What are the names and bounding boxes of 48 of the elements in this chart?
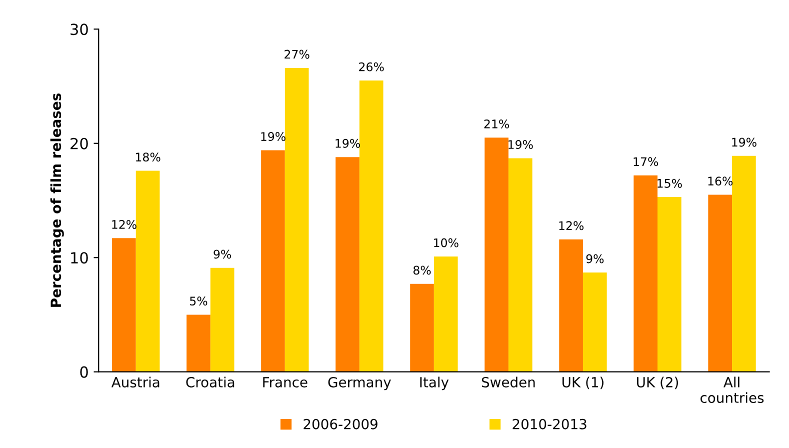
bar: [732, 156, 756, 372]
bar: [359, 80, 384, 372]
bar: [336, 157, 360, 372]
x-tick-label: Austria: [111, 376, 160, 388]
x-tick-label: Italy: [420, 376, 449, 390]
bar: [559, 239, 583, 372]
x-tick-label: France: [263, 377, 308, 388]
data-label: 15%: [658, 178, 682, 188]
bar: [434, 256, 458, 372]
y-axis-title: Percentage of film releases: [50, 94, 64, 307]
x-tick-label: Croatia: [186, 376, 234, 388]
bar: [261, 150, 285, 372]
data-label: 27%: [284, 50, 310, 59]
bar: [186, 314, 210, 372]
x-tick-label: UK (2): [637, 376, 678, 390]
data-label: 9%: [214, 250, 232, 259]
bar: [508, 158, 532, 372]
bar: [136, 170, 160, 372]
data-label: 10%: [434, 238, 458, 248]
bar: [410, 284, 434, 372]
bar: [210, 268, 234, 372]
bar: [708, 194, 732, 372]
legend-label: 2006-2009: [304, 418, 378, 430]
bar: [634, 175, 658, 372]
data-label: 19%: [508, 140, 533, 149]
data-label: 21%: [484, 119, 510, 128]
legend-label: 2010-2013: [512, 418, 586, 430]
x-tick-label: Germany: [328, 376, 391, 390]
x-tick-label: UK (1): [562, 376, 604, 390]
y-tick-label: 20: [70, 138, 88, 150]
y-tick-label: 10: [71, 252, 88, 264]
data-label: 17%: [634, 157, 658, 166]
data-label: 12%: [559, 221, 584, 230]
data-label: 8%: [413, 266, 431, 275]
data-label: 26%: [359, 62, 384, 72]
data-label: 9%: [586, 254, 604, 264]
data-label: 19%: [732, 138, 756, 147]
data-label: 5%: [190, 296, 208, 306]
bar: [284, 68, 309, 372]
data-label: 18%: [136, 152, 160, 162]
y-tick-label: 30: [70, 24, 88, 36]
bar: [112, 238, 136, 372]
bar: [484, 138, 508, 372]
y-tick-label: 0: [80, 366, 88, 378]
x-tick-label: Sweden: [482, 376, 535, 388]
bar: [582, 272, 607, 372]
x-tick-label: All countries: [700, 376, 764, 404]
bar: [658, 197, 682, 372]
